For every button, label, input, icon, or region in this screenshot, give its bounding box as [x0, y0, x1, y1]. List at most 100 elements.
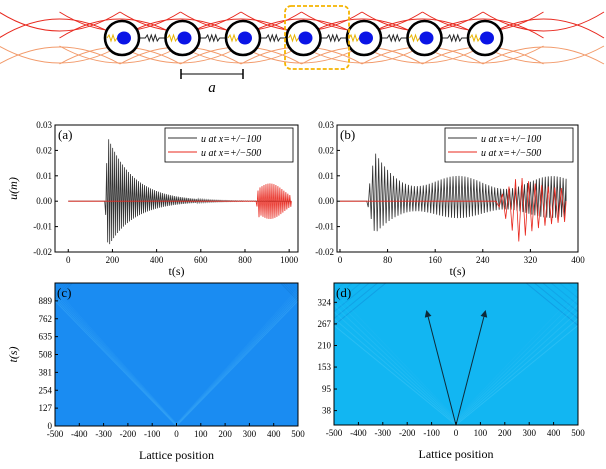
x-tick-label: 0	[338, 255, 343, 265]
reflection-left	[334, 283, 370, 313]
x-tick-label: 500	[571, 428, 585, 438]
y-tick-label: -0.02	[33, 247, 52, 257]
long-range-spring-bottom	[301, 45, 423, 64]
panel-b-chart: 0 80 160 240 320 400 -0.02 -0.01 0.00 0.01 0.02 0.0…	[315, 120, 585, 278]
wavefront-right	[455, 304, 578, 422]
y-tick-label: 889	[39, 296, 53, 306]
long-range-spring-bottom	[240, 45, 363, 64]
wavefront-left	[55, 300, 177, 426]
long-range-spring-bottom	[0, 45, 121, 64]
reflection-left	[55, 283, 69, 297]
x-axis-label: t(s)	[169, 264, 185, 278]
reflection-left	[55, 283, 66, 294]
lattice-schematic: a	[0, 5, 605, 96]
x-tick-label: -300	[375, 428, 392, 438]
x-tick-label: 800	[238, 255, 252, 265]
x-axis-label: Lattice position	[139, 448, 214, 462]
wavefront-right	[455, 324, 578, 425]
long-range-spring-bottom	[482, 45, 605, 64]
wavefront-left	[334, 304, 457, 422]
inner-mass	[117, 31, 131, 45]
y-tick-label: 0.01	[36, 171, 52, 181]
reflection-right	[533, 283, 578, 319]
wavefront-left	[334, 324, 457, 425]
reflection-right	[279, 283, 298, 302]
x-tick-label: 200	[498, 428, 512, 438]
y-tick-label: 95	[322, 384, 332, 394]
x-tick-label: 400	[267, 429, 281, 439]
wavefront-left	[334, 290, 457, 419]
x-tick-label: -300	[95, 429, 112, 439]
wavefront-right	[455, 318, 578, 425]
x-tick-label: 500	[291, 429, 305, 439]
x-tick-label: 100	[474, 428, 488, 438]
x-axis-label: Lattice position	[419, 447, 494, 461]
chain-spring	[200, 33, 225, 43]
y-tick-label: 0	[48, 421, 53, 431]
long-range-spring-bottom	[482, 46, 605, 65]
wavefront-right	[455, 290, 578, 419]
legend-label: u at x=+/−500	[201, 148, 261, 159]
y-axis-label: u(m)	[6, 177, 20, 200]
long-range-spring-bottom	[361, 45, 484, 64]
x-tick-label: 600	[194, 255, 208, 265]
panel-c-heatmap: -500 -400 -300 -200 -100 0 100 200 300 400 500 0 127…	[6, 282, 305, 462]
series-line-1	[339, 177, 567, 242]
reflection-left	[334, 283, 379, 319]
wavefront-left	[334, 297, 457, 420]
wavefront-left	[334, 318, 457, 425]
x-tick-label: -200	[399, 428, 416, 438]
x-tick-label: 160	[428, 255, 442, 265]
y-tick-label: 381	[39, 367, 53, 377]
x-tick-label: 200	[218, 429, 232, 439]
legend-box	[164, 127, 294, 163]
inner-mass	[480, 31, 494, 45]
legend-box	[444, 127, 574, 163]
y-tick-label: 210	[318, 340, 332, 350]
y-tick-label: 324	[318, 297, 332, 307]
y-tick-label: -0.02	[315, 247, 334, 257]
heatmap-background	[334, 283, 578, 425]
x-tick-label: 400	[571, 255, 585, 265]
x-tick-label: 300	[522, 428, 536, 438]
inner-mass	[177, 31, 192, 45]
group-velocity-arrow	[424, 310, 457, 426]
reflection-right	[542, 283, 578, 313]
chain-spring	[382, 33, 407, 43]
x-tick-label: -500	[326, 428, 343, 438]
wavefront-left	[55, 298, 177, 426]
chain-spring	[261, 33, 286, 43]
panel-label: (a)	[58, 127, 72, 142]
chain-spring	[140, 33, 165, 43]
wavefronts	[55, 283, 298, 426]
wavefront-right	[455, 311, 578, 423]
plot-frame	[336, 124, 579, 253]
reflection-right	[282, 283, 298, 299]
inner-mass	[298, 31, 313, 45]
y-tick-label: 254	[39, 385, 53, 395]
x-tick-label: 300	[243, 429, 257, 439]
unit-cell-box	[284, 5, 350, 70]
wavefront-right	[455, 297, 578, 420]
x-tick-label: -100	[423, 428, 440, 438]
reflection-left	[55, 283, 64, 292]
wavefront-right	[176, 298, 298, 426]
x-tick-label: 400	[547, 428, 561, 438]
y-axis-label: t(s)	[6, 347, 20, 363]
inner-mass	[238, 31, 252, 45]
y-tick-label: 0.00	[318, 196, 334, 206]
reflection-left	[334, 283, 362, 306]
y-tick-label: 0.00	[36, 196, 52, 206]
long-range-spring-bottom	[422, 45, 544, 64]
wavefront-left	[55, 292, 177, 425]
wavefront-right	[176, 290, 298, 425]
inner-mass	[419, 31, 434, 45]
long-range-spring-bottom	[0, 46, 121, 65]
series-line-0	[339, 153, 567, 232]
plot-frame	[54, 124, 299, 253]
x-tick-label: 320	[524, 255, 538, 265]
x-tick-label: 100	[194, 429, 208, 439]
long-range-spring-top	[482, 11, 605, 32]
y-tick-label: 267	[318, 319, 332, 329]
